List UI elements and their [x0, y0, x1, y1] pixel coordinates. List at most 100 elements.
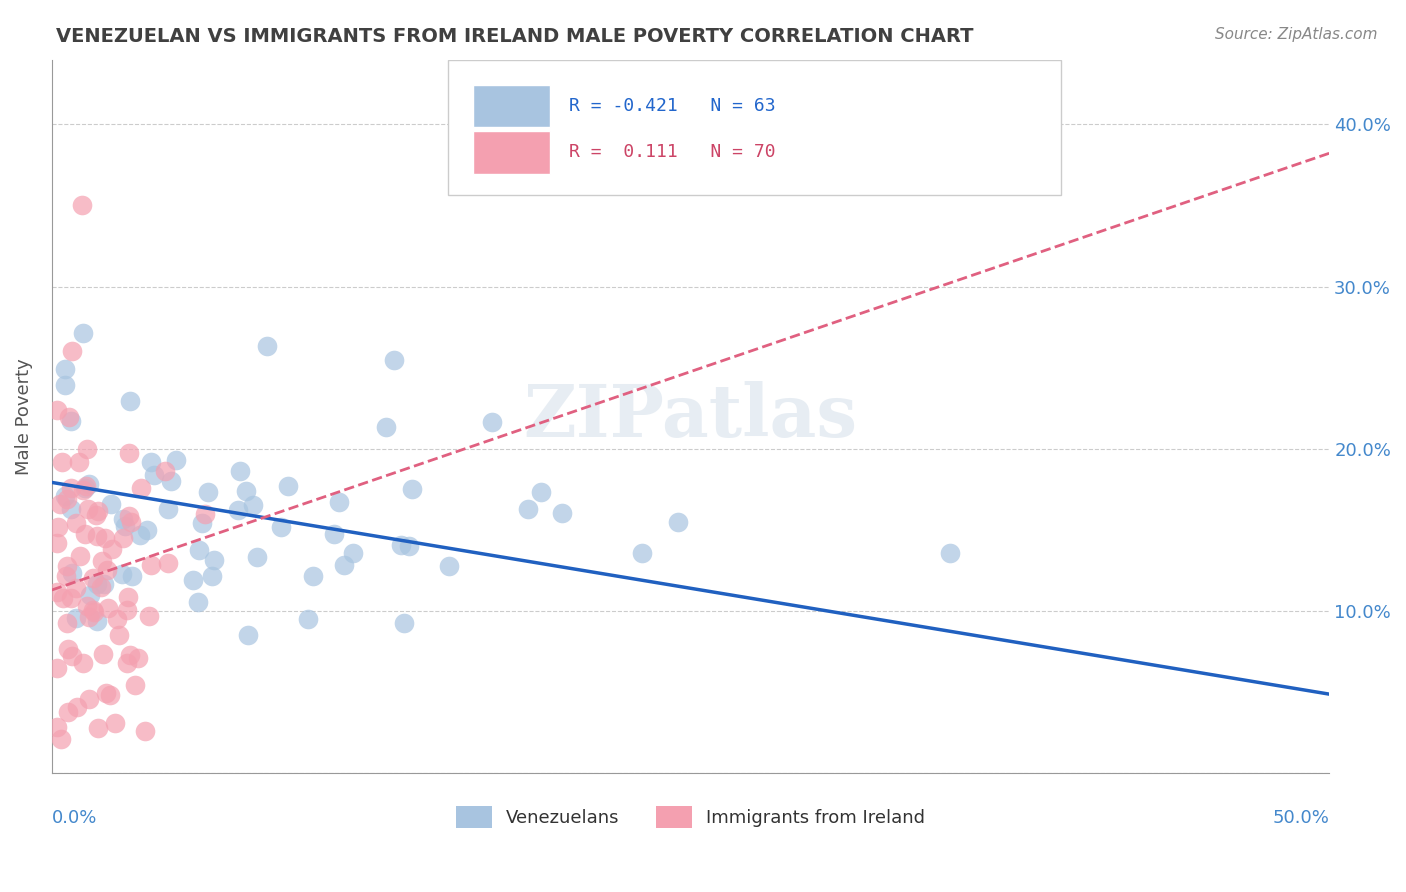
Point: [59, 481, 82, 495]
Point: [129, 482, 152, 496]
Point: [56, 615, 79, 630]
Point: [60, 566, 83, 581]
Point: [72, 656, 94, 670]
Point: [65, 516, 87, 531]
Point: [194, 507, 217, 521]
Point: [60, 591, 83, 605]
Point: [117, 446, 139, 460]
Point: [67, 455, 90, 469]
Text: 50.0%: 50.0%: [1272, 809, 1329, 827]
Point: [187, 543, 209, 558]
Point: [118, 509, 141, 524]
Point: [72, 326, 94, 341]
Point: [139, 455, 162, 469]
Point: [114, 519, 136, 533]
Point: [115, 603, 138, 617]
Point: [120, 516, 142, 530]
Point: [228, 464, 250, 478]
Point: [108, 628, 131, 642]
Point: [668, 515, 690, 529]
Point: [60, 344, 83, 359]
Point: [201, 569, 224, 583]
Point: [120, 394, 142, 409]
Point: [118, 648, 141, 663]
Point: [82, 603, 104, 617]
Point: [382, 353, 405, 368]
Point: [75, 527, 97, 541]
Point: [45, 585, 67, 599]
FancyBboxPatch shape: [447, 60, 1062, 195]
Point: [517, 502, 540, 516]
Point: [141, 558, 163, 572]
Point: [104, 715, 127, 730]
Point: [302, 569, 325, 583]
Point: [112, 512, 135, 526]
Point: [100, 496, 122, 510]
Point: [53, 489, 76, 503]
Point: [98, 688, 121, 702]
Point: [391, 537, 413, 551]
Point: [105, 612, 128, 626]
Point: [297, 612, 319, 626]
Point: [77, 610, 100, 624]
Point: [45, 661, 67, 675]
Text: Source: ZipAtlas.com: Source: ZipAtlas.com: [1215, 27, 1378, 42]
Point: [111, 567, 134, 582]
Point: [938, 546, 960, 560]
Point: [101, 541, 124, 556]
Point: [256, 338, 278, 352]
Text: 0.0%: 0.0%: [52, 809, 97, 827]
Point: [75, 479, 97, 493]
Point: [93, 577, 115, 591]
Y-axis label: Male Poverty: Male Poverty: [15, 358, 32, 475]
Point: [77, 692, 100, 706]
Point: [111, 531, 134, 545]
Point: [86, 577, 108, 591]
Point: [75, 481, 97, 495]
Text: ZIPatlas: ZIPatlas: [523, 381, 858, 451]
Point: [83, 605, 105, 619]
Point: [72, 483, 94, 498]
Point: [52, 591, 75, 606]
Text: VENEZUELAN VS IMMIGRANTS FROM IRELAND MALE POVERTY CORRELATION CHART: VENEZUELAN VS IMMIGRANTS FROM IRELAND MA…: [56, 27, 974, 45]
Point: [124, 678, 146, 692]
Point: [86, 504, 108, 518]
Point: [242, 498, 264, 512]
Point: [181, 573, 204, 587]
Point: [631, 546, 654, 560]
FancyBboxPatch shape: [474, 131, 550, 174]
Point: [53, 377, 76, 392]
Point: [76, 599, 98, 613]
Point: [59, 414, 82, 428]
Point: [53, 362, 76, 376]
Point: [58, 409, 80, 424]
Point: [65, 611, 87, 625]
Point: [96, 600, 118, 615]
Text: R = -0.421   N = 63: R = -0.421 N = 63: [569, 97, 776, 115]
Text: R =  0.111   N = 70: R = 0.111 N = 70: [569, 144, 776, 161]
Point: [134, 723, 156, 738]
Point: [82, 571, 104, 585]
Point: [45, 535, 67, 549]
Point: [157, 502, 180, 516]
Point: [392, 616, 415, 631]
Point: [157, 557, 180, 571]
Point: [187, 595, 209, 609]
Point: [55, 492, 77, 507]
Point: [551, 506, 574, 520]
Point: [87, 722, 110, 736]
Point: [155, 464, 177, 478]
Point: [72, 198, 94, 212]
Point: [235, 484, 257, 499]
FancyBboxPatch shape: [474, 85, 550, 128]
Point: [79, 588, 101, 602]
Point: [69, 549, 91, 563]
Point: [66, 699, 89, 714]
Point: [56, 705, 79, 719]
Point: [401, 482, 423, 496]
Point: [49, 731, 72, 746]
Point: [77, 502, 100, 516]
Point: [76, 442, 98, 456]
Point: [342, 546, 364, 560]
Point: [202, 553, 225, 567]
